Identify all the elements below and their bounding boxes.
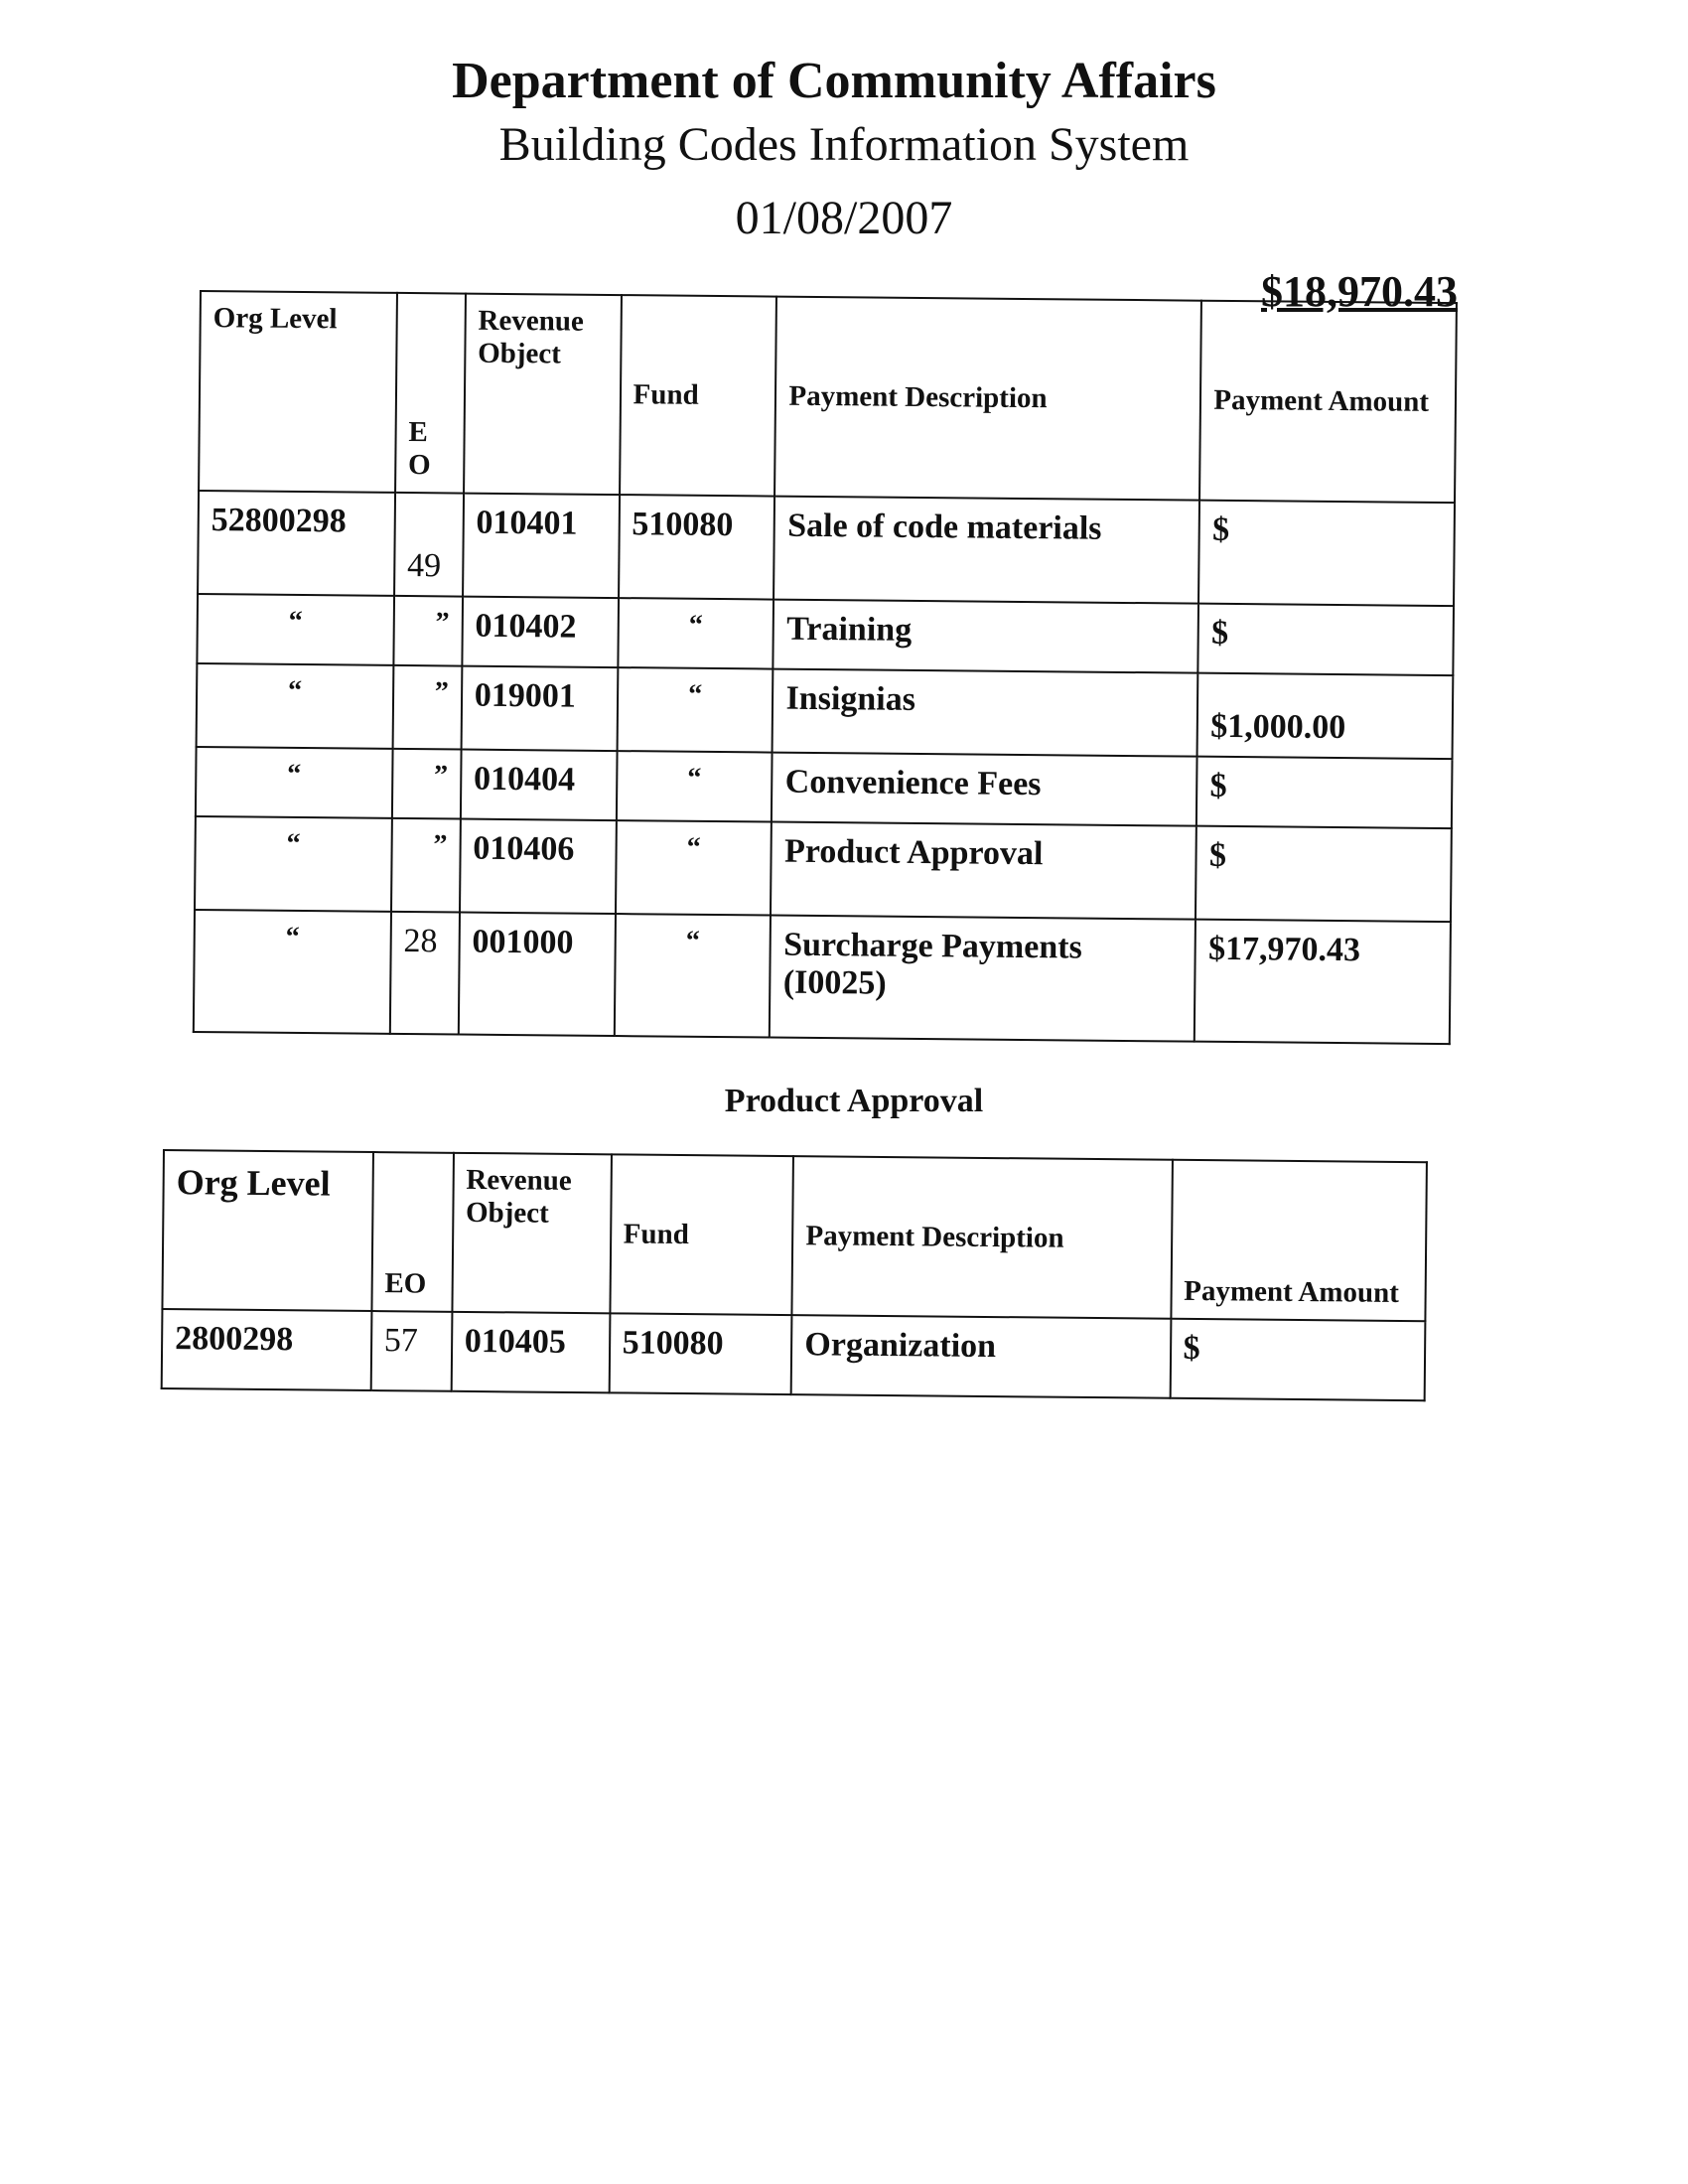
fund-cell: “ bbox=[614, 914, 772, 1038]
col-revenue-object: Revenue Object bbox=[463, 293, 622, 496]
table-row: “” 019001 “Insignias $1,000.00 bbox=[196, 662, 1454, 760]
table-row: 2800298 57 010405 510080 Organization $ bbox=[161, 1309, 1426, 1401]
table-row: “” 010402 “Training $ bbox=[197, 593, 1455, 676]
org-level-cell: “ bbox=[196, 662, 394, 749]
revenue-object-cell: 019001 bbox=[461, 665, 618, 752]
col-eo: EO bbox=[371, 1152, 454, 1312]
payment-amount-cell: $ bbox=[1197, 603, 1455, 676]
system-subtitle: Building Codes Information System bbox=[498, 118, 1190, 171]
table-row: “” 010404 “Convenience Fees $ bbox=[195, 746, 1453, 829]
report-date: 01/08/2007 bbox=[735, 192, 953, 244]
col-fund: Fund bbox=[619, 295, 777, 497]
payment-amount-cell: $ bbox=[1196, 825, 1452, 923]
department-title: Department of Community Affairs bbox=[452, 53, 1216, 109]
payment-amount-cell: $ bbox=[1196, 756, 1453, 829]
eo-cell: ” bbox=[390, 817, 461, 913]
org-level-cell: “ bbox=[197, 593, 394, 665]
fund-cell: 510080 bbox=[618, 495, 775, 600]
col-payment-amount: Payment Amount bbox=[1170, 1159, 1427, 1322]
eo-cell: 49 bbox=[393, 492, 464, 597]
col-eo: E O bbox=[394, 292, 466, 494]
revenue-object-cell: 010401 bbox=[462, 493, 620, 599]
col-revenue-object: Revenue Object bbox=[452, 1152, 612, 1314]
eo-cell: ” bbox=[391, 748, 462, 819]
payment-description-cell: Surcharge Payments (I0025) bbox=[770, 915, 1196, 1042]
payment-description-cell: Sale of code materials bbox=[774, 496, 1200, 604]
revenue-table: Org Level E O Revenue Object Fund Paymen… bbox=[193, 290, 1458, 1045]
revenue-object-cell: 010404 bbox=[460, 749, 618, 821]
revenue-object-cell: 010402 bbox=[462, 596, 619, 668]
eo-cell: 28 bbox=[389, 911, 460, 1035]
eo-cell: ” bbox=[392, 664, 463, 750]
payment-description-cell: Convenience Fees bbox=[772, 752, 1197, 826]
fund-cell: “ bbox=[615, 820, 773, 916]
payment-amount-cell: $1,000.00 bbox=[1196, 672, 1454, 760]
col-org-level: Org Level bbox=[199, 291, 397, 493]
col-fund: Fund bbox=[609, 1154, 794, 1316]
grand-total: $18,970.43 bbox=[1261, 267, 1458, 316]
org-level-cell: 52800298 bbox=[198, 491, 395, 596]
section-title-product-approval: Product Approval bbox=[724, 1083, 984, 1119]
col-payment-description: Payment Description bbox=[774, 296, 1202, 501]
fund-cell: “ bbox=[616, 751, 774, 822]
product-approval-table: Org Level EO Revenue Object Fund Payment… bbox=[161, 1149, 1428, 1401]
col-org-level: Org Level bbox=[162, 1150, 373, 1312]
payment-amount-cell: $ bbox=[1170, 1318, 1426, 1401]
table-row: “28 001000 “Surcharge Payments (I0025) $17,… bbox=[193, 909, 1451, 1045]
table-row: “” 010406 “Product Approval $ bbox=[195, 815, 1452, 923]
table-header-row: Org Level E O Revenue Object Fund Paymen… bbox=[199, 291, 1457, 504]
revenue-object-cell: 010406 bbox=[459, 818, 617, 915]
payment-description-cell: Product Approval bbox=[771, 821, 1197, 920]
fund-cell: 510080 bbox=[609, 1313, 792, 1395]
fund-cell: “ bbox=[617, 598, 774, 669]
table-row: 52800298 49 010401 510080 Sale of code mater… bbox=[198, 491, 1456, 607]
org-level-cell: “ bbox=[193, 909, 391, 1034]
revenue-object-cell: 001000 bbox=[458, 912, 616, 1037]
table-header-row: Org Level EO Revenue Object Fund Payment… bbox=[162, 1150, 1427, 1322]
eo-cell: 57 bbox=[370, 1311, 453, 1391]
payment-description-cell: Insignias bbox=[773, 668, 1198, 757]
org-level-cell: 2800298 bbox=[161, 1309, 372, 1391]
revenue-object-cell: 010405 bbox=[451, 1311, 610, 1393]
payment-amount-cell: $ bbox=[1198, 500, 1456, 607]
fund-cell: “ bbox=[617, 667, 774, 753]
payment-description-cell: Training bbox=[773, 599, 1199, 673]
eo-cell: ” bbox=[393, 595, 463, 666]
org-level-cell: “ bbox=[195, 815, 392, 912]
org-level-cell: “ bbox=[195, 746, 393, 818]
col-payment-amount: Payment Amount bbox=[1199, 300, 1457, 504]
col-payment-description: Payment Description bbox=[791, 1156, 1173, 1319]
payment-amount-cell: $17,970.43 bbox=[1195, 919, 1451, 1045]
payment-description-cell: Organization bbox=[790, 1315, 1171, 1398]
